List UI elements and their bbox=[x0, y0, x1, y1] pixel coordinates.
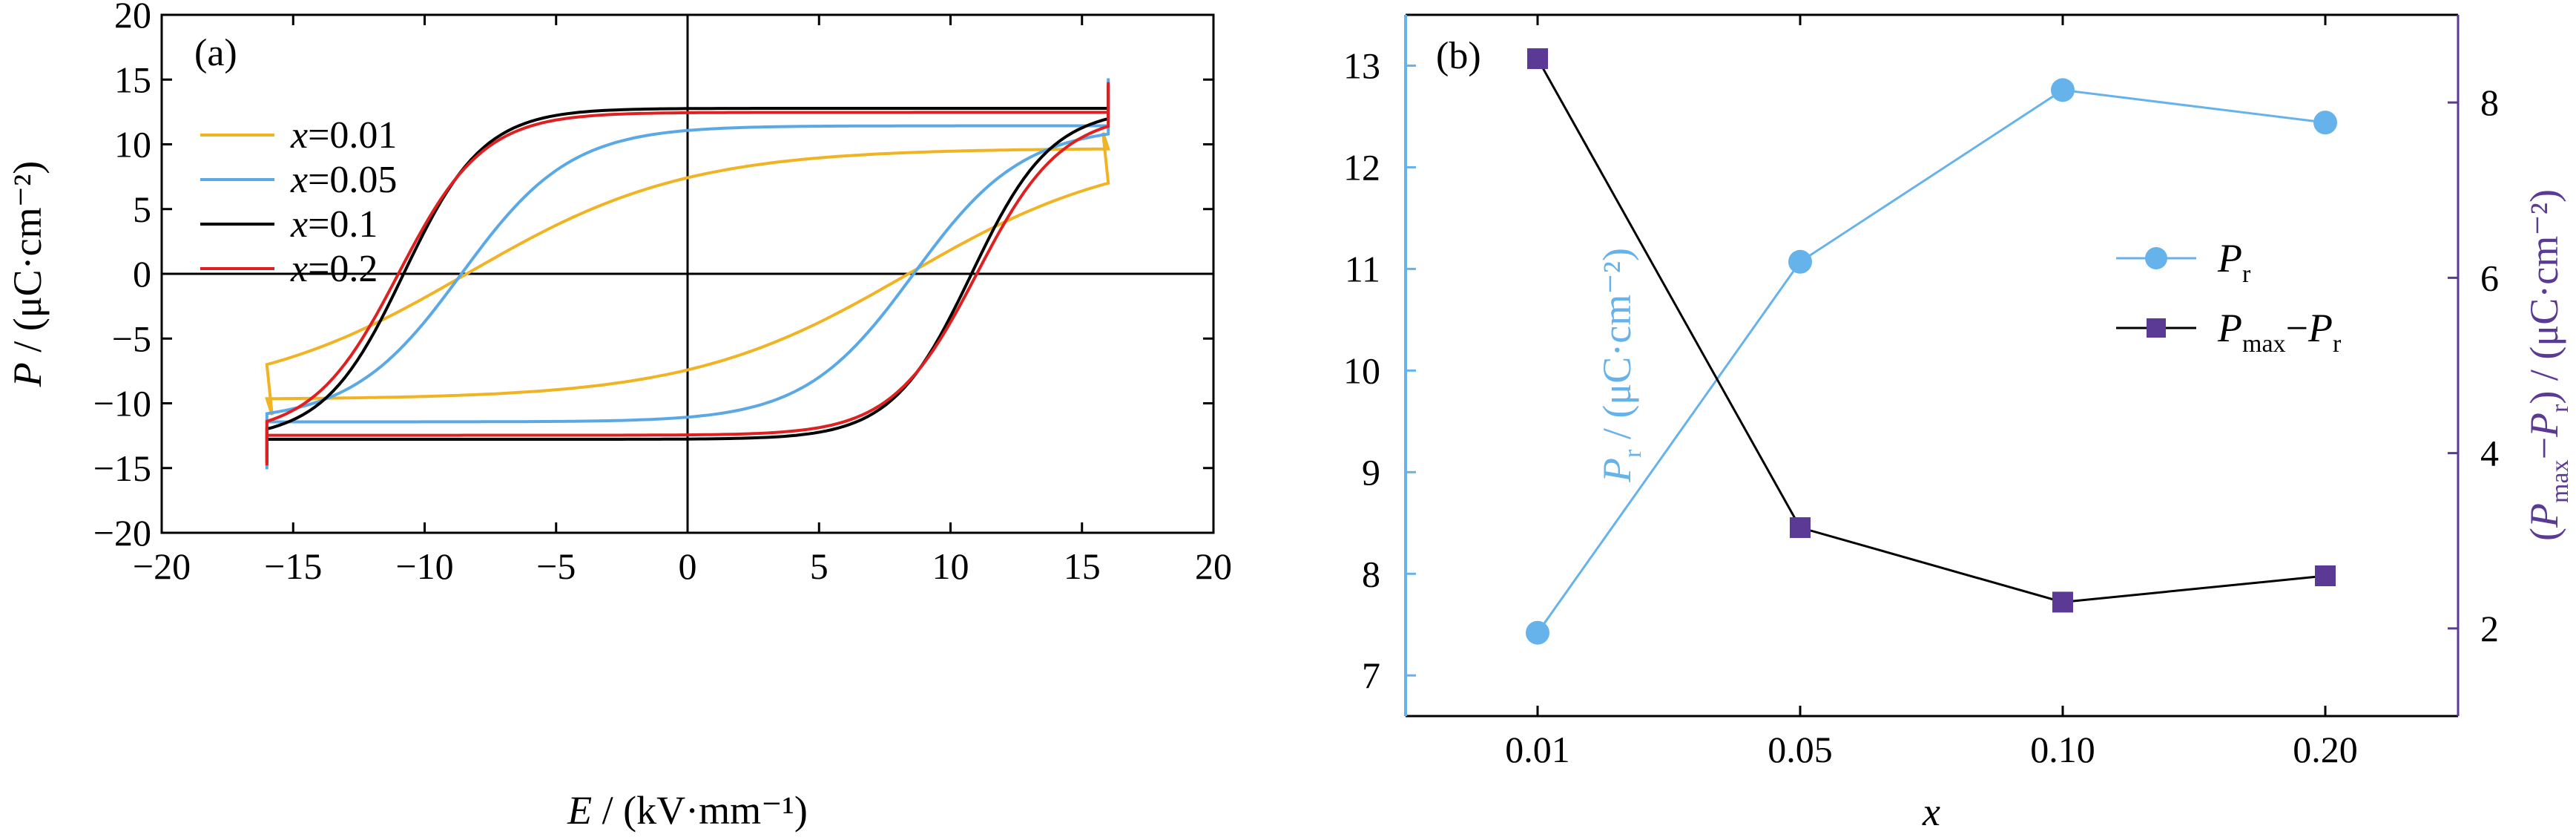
panel-a-x-ticks: −20 −15 −10 −5 0 5 10 15 20 bbox=[133, 15, 1232, 587]
data-point-pmax_pr bbox=[1527, 48, 1548, 70]
x-tick-label: −15 bbox=[264, 545, 322, 587]
panel-a-x-axis-label: E / (kV·mm⁻¹) bbox=[567, 788, 808, 833]
left-tick-label: 11 bbox=[1345, 248, 1380, 289]
y-tick-label: 5 bbox=[133, 188, 151, 230]
panel-b-series bbox=[1526, 48, 2337, 645]
data-point-pr bbox=[1788, 249, 1812, 274]
hysteresis-loop-x02 bbox=[265, 82, 1110, 466]
x-tick-label: 0.10 bbox=[2030, 729, 2095, 770]
legend-marker-pmax-pr bbox=[2147, 318, 2166, 338]
panel-b-right-axis-label: (Pmax−Pr) / (μC·cm⁻²) bbox=[2522, 189, 2574, 541]
x-tick-label: 20 bbox=[1195, 545, 1232, 587]
panel-b-x-axis-label: x bbox=[1922, 790, 1940, 834]
x-tick-label: 5 bbox=[810, 545, 829, 587]
x-tick-label: −20 bbox=[133, 545, 191, 587]
y-tick-label: −20 bbox=[93, 512, 151, 554]
y-tick-label: −5 bbox=[112, 318, 151, 359]
legend-label-x005: x=0.05 bbox=[290, 159, 397, 201]
data-point-pr bbox=[2051, 78, 2075, 102]
data-point-pmax_pr bbox=[2052, 591, 2073, 613]
panel-a-legend: x=0.01x=0.05x=0.1x=0.2 bbox=[200, 114, 397, 290]
y-axis-unit: / (μC·cm⁻²) bbox=[5, 161, 50, 363]
y-tick-label: −10 bbox=[93, 383, 151, 424]
legend-label-pmax-pr: Pmax−Pr bbox=[2217, 306, 2342, 358]
x-tick-label: 0.01 bbox=[1505, 729, 1570, 770]
y-tick-label: 15 bbox=[114, 59, 151, 100]
x-tick-label: 10 bbox=[932, 545, 969, 587]
legend-label-x02: x=0.2 bbox=[290, 248, 378, 290]
left-tick-label: 9 bbox=[1362, 451, 1380, 493]
panel-b-x-ticks: 0.01 0.05 0.10 0.20 bbox=[1505, 15, 2358, 770]
data-point-pmax_pr bbox=[1790, 517, 1811, 539]
panel-b-legend: Pr Pmax−Pr bbox=[2116, 236, 2342, 358]
panel-a-curves bbox=[265, 78, 1110, 470]
panel-a-label: (a) bbox=[194, 32, 237, 74]
left-tick-label: 8 bbox=[1362, 553, 1380, 594]
right-tick-label: 2 bbox=[2480, 608, 2499, 649]
x-tick-label: 0.05 bbox=[1768, 729, 1833, 770]
panel-b-left-axis-label: Pr / (μC·cm⁻²) bbox=[1595, 248, 1647, 483]
legend-label-x001: x=0.01 bbox=[290, 114, 397, 157]
x-tick-label: −10 bbox=[395, 545, 453, 587]
data-point-pr bbox=[2313, 111, 2337, 135]
right-tick-label: 8 bbox=[2480, 82, 2499, 123]
panel-a: −20 −15 −10 −5 0 5 10 15 20 20 15 10 5 0 −5 −10 −15−20 … bbox=[5, 0, 1232, 833]
left-tick-label: 13 bbox=[1343, 45, 1380, 86]
panel-b-right-ticks: 2 4 6 8 bbox=[2448, 82, 2499, 649]
data-point-pr bbox=[1526, 620, 1549, 645]
hysteresis-loop-x001 bbox=[265, 132, 1110, 416]
y-tick-label: 0 bbox=[133, 253, 151, 295]
y-axis-symbol: P bbox=[5, 362, 50, 387]
right-tick-label: 4 bbox=[2480, 433, 2499, 474]
data-point-pmax_pr bbox=[2315, 565, 2336, 586]
series-line-pmax_pr bbox=[1536, 58, 2326, 603]
panel-b-label: (b) bbox=[1436, 35, 1481, 77]
x-tick-label: 15 bbox=[1064, 545, 1101, 587]
legend-label-pr: Pr bbox=[2217, 236, 2251, 288]
x-tick-label: 0 bbox=[679, 545, 697, 587]
x-axis-unit: / (kV·mm⁻¹) bbox=[592, 788, 808, 833]
left-tick-label: 7 bbox=[1362, 654, 1380, 696]
left-tick-label: 10 bbox=[1343, 350, 1380, 391]
left-tick-label: 12 bbox=[1343, 146, 1380, 188]
panel-b: 0.01 0.05 0.10 0.20 7 8 9 10 11 12 13 2 4 6 8 (b) Pr… bbox=[1343, 13, 2574, 834]
x-tick-label: 0.20 bbox=[2293, 729, 2358, 770]
y-tick-label: 20 bbox=[114, 0, 151, 36]
x-tick-label: −5 bbox=[536, 545, 576, 587]
legend-marker-pr bbox=[2145, 247, 2167, 269]
legend-label-x01: x=0.1 bbox=[290, 203, 378, 246]
right-tick-label: 6 bbox=[2480, 257, 2499, 298]
series-line-pr bbox=[1536, 88, 2326, 634]
panel-a-y-axis-label: P / (μC·cm⁻²) bbox=[5, 161, 50, 388]
y-tick-label: −15 bbox=[93, 447, 151, 489]
panel-a-y-ticks: 20 15 10 5 0 −5 −10 −15 −20 bbox=[93, 0, 1213, 554]
y-tick-label: 10 bbox=[114, 124, 151, 165]
x-axis-symbol: E bbox=[567, 788, 592, 833]
panel-b-left-ticks: 7 8 9 10 11 12 13 bbox=[1343, 45, 1416, 696]
